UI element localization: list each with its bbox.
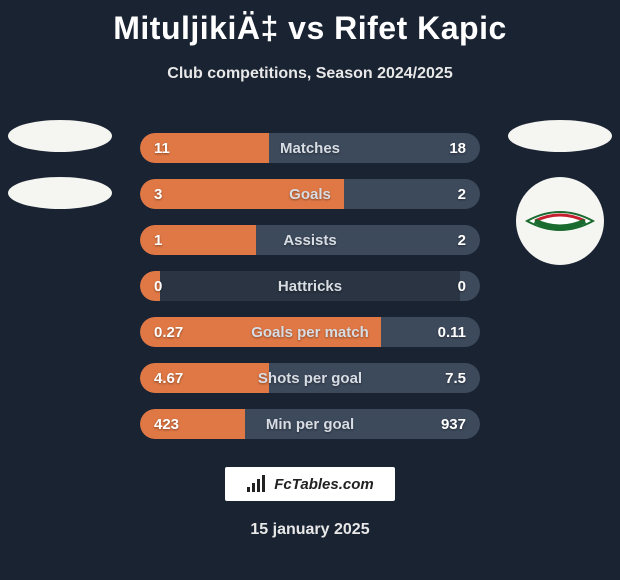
stat-row: 3 Goals 2 — [140, 179, 480, 209]
stat-label: Hattricks — [278, 278, 342, 295]
stat-row: 4.67 Shots per goal 7.5 — [140, 363, 480, 393]
stat-value-left: 4.67 — [154, 370, 183, 387]
left-team-badges — [8, 120, 112, 209]
stat-label: Assists — [283, 232, 336, 249]
stats-container: 11 Matches 18 3 Goals 2 1 Assists 2 0 Hattricks 0 0.… — [140, 133, 480, 439]
stat-value-left: 0.27 — [154, 324, 183, 341]
stat-value-right: 7.5 — [445, 370, 466, 387]
team-badge-placeholder — [8, 177, 112, 209]
stat-label: Goals per match — [251, 324, 369, 341]
stat-label: Matches — [280, 140, 340, 157]
stat-value-left: 1 — [154, 232, 162, 249]
stat-row: 11 Matches 18 — [140, 133, 480, 163]
team-badge-circle — [516, 177, 604, 265]
stat-row: 0 Hattricks 0 — [140, 271, 480, 301]
team-badge-placeholder — [8, 120, 112, 152]
stat-row: 1 Assists 2 — [140, 225, 480, 255]
stat-value-right: 2 — [458, 232, 466, 249]
team-crest-icon — [525, 201, 595, 241]
stat-value-right: 18 — [449, 140, 466, 157]
stat-value-left: 423 — [154, 416, 179, 433]
stat-value-right: 0 — [458, 278, 466, 295]
stat-row: 0.27 Goals per match 0.11 — [140, 317, 480, 347]
stat-value-left: 3 — [154, 186, 162, 203]
footer-logo-text: FcTables.com — [274, 476, 373, 493]
stat-value-right: 937 — [441, 416, 466, 433]
date-text: 15 january 2025 — [0, 521, 620, 539]
subtitle: Club competitions, Season 2024/2025 — [0, 65, 620, 83]
page-title: MituljikiÄ‡ vs Rifet Kapic — [0, 0, 620, 47]
stat-value-right: 2 — [458, 186, 466, 203]
chart-icon — [246, 475, 268, 493]
stat-row: 423 Min per goal 937 — [140, 409, 480, 439]
stat-label: Min per goal — [266, 416, 354, 433]
team-badge-placeholder — [508, 120, 612, 152]
right-team-badges — [508, 120, 612, 265]
footer-logo[interactable]: FcTables.com — [225, 467, 395, 501]
stat-value-left: 11 — [154, 140, 170, 157]
stat-value-left: 0 — [154, 278, 162, 295]
stat-label: Goals — [289, 186, 331, 203]
stat-label: Shots per goal — [258, 370, 362, 387]
stat-value-right: 0.11 — [438, 324, 466, 341]
